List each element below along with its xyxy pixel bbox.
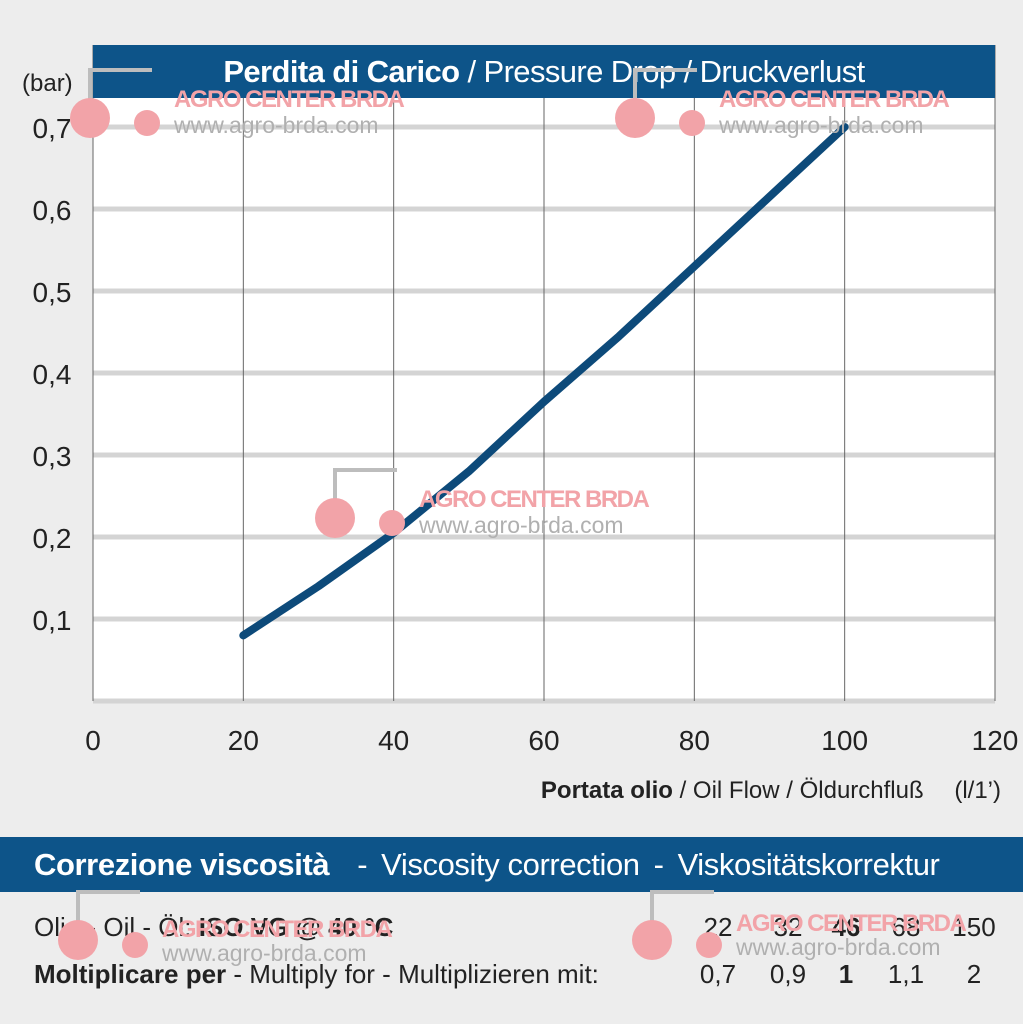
viscosity-separator-2: - [653,846,664,882]
y-tick-label: 0,7 [33,113,72,144]
y-tick-label: 0,3 [33,441,72,472]
factor-value: 0,9 [769,959,807,989]
x-tick-label: 120 [972,725,1019,756]
viscosity-title-de: Viskositätskorrektur [677,846,940,882]
factor-value: 2 [966,959,982,989]
viscosity-separator-1: - [357,846,368,882]
y-tick-label: 0,5 [33,277,72,308]
y-tick-label: 0,2 [33,523,72,554]
factor-value: 0,7 [699,959,737,989]
chart-title-translations: / Pressure Drop / Druckverlust [467,53,865,89]
factor-value: 1,1 [887,959,925,989]
y-tick-label: 0,4 [33,359,72,390]
x-tick-label: 0 [85,725,101,756]
viscosity-title-it: Correzione viscosità [34,846,330,882]
pressure-drop-chart: 0,1 0,2 0,3 0,4 0,5 0,6 0,7 0 20 40 60 80 100 120 [33,45,1019,756]
x-axis-unit: (l/1’) [954,777,1001,804]
factor-value-highlight: 1 [838,959,854,989]
x-tick-label: 60 [528,725,559,756]
x-axis-title: Portata olio / Oil Flow / Öldurchfluß (l… [541,777,1001,805]
viscosity-factor-row: Moltiplicare per - Multiply for - Multip… [34,959,999,993]
oil-grade-label-prefix: Olio - Oil - Öl: [34,912,192,942]
x-tick-label: 20 [228,725,259,756]
x-tick-label: 100 [821,725,868,756]
multiply-label-bold: Moltiplicare per [34,959,227,989]
grade-value: 22 [703,912,733,942]
multiply-label: Moltiplicare per - Multiply for - Multip… [34,959,599,990]
multiply-label-rest: - Multiply for - Multiplizieren mit: [226,959,599,989]
oil-grade-label-bold: ISO VG @ 40 °C [198,912,394,942]
pressure-drop-curve [239,123,849,640]
grade-value: 150 [952,912,996,942]
y-tick-label: 0,6 [33,195,72,226]
chart-title-main: Perdita di Carico [223,53,460,89]
viscosity-grade-row: Olio - Oil - Öl: ISO VG @ 40 °C 22 32 46… [34,912,999,946]
x-axis-title-bold: Portata olio [540,777,673,804]
chart-title: Perdita di Carico / Pressure Drop / Druc… [93,45,995,98]
viscosity-section-header: Correzione viscosità - Viscosity correct… [0,837,1023,892]
y-tick-label: 0,1 [33,605,72,636]
x-tick-label: 40 [378,725,409,756]
grade-value-highlight: 46 [831,912,861,942]
grade-value: 68 [891,912,921,942]
oil-grade-label: Olio - Oil - Öl: ISO VG @ 40 °C [34,912,393,943]
y-unit-label: (bar) [22,70,73,97]
x-tick-label: 80 [679,725,710,756]
viscosity-title-en: Viscosity correction [381,846,640,882]
grade-value: 32 [773,912,803,942]
x-axis-title-rest: / Oil Flow / Öldurchfluß [679,777,924,804]
